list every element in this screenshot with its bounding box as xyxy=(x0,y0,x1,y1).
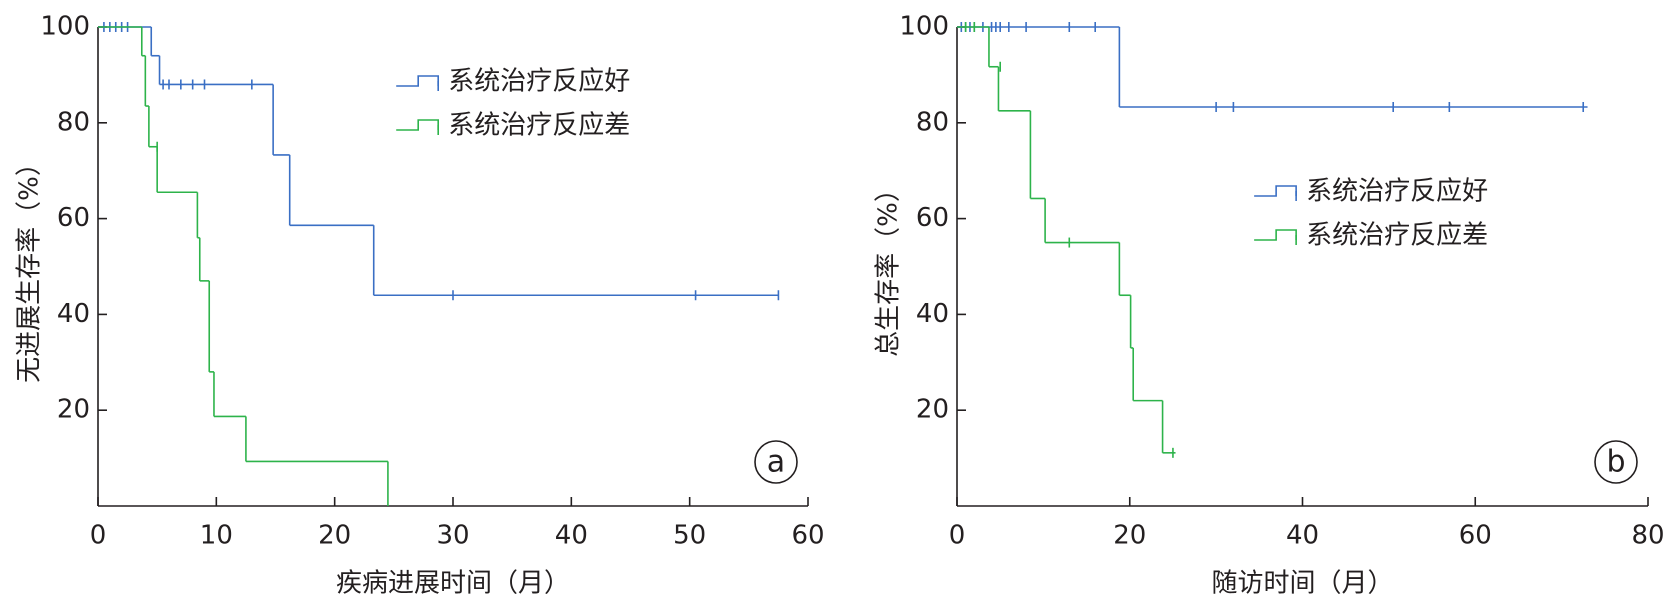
legend-label: 系统治疗反应差 xyxy=(448,111,630,141)
legend-swatch xyxy=(1254,185,1297,197)
y-tick-label: 60 xyxy=(57,203,90,233)
x-tick-label: 60 xyxy=(791,521,824,551)
legend-label: 系统治疗反应差 xyxy=(1306,221,1488,251)
y-tick-label: 80 xyxy=(916,107,949,137)
x-tick-label: 30 xyxy=(436,521,469,551)
legend-swatch xyxy=(396,119,439,131)
y-tick-label: 60 xyxy=(916,203,949,233)
legend-label: 系统治疗反应好 xyxy=(1306,177,1488,207)
x-axis-label: 随访时间（月） xyxy=(1211,569,1393,599)
x-tick-label: 20 xyxy=(318,521,351,551)
y-axis-label: 总生存率（%） xyxy=(874,176,904,357)
panel-label: a xyxy=(767,445,785,480)
y-tick-label: 20 xyxy=(916,395,949,425)
y-tick-label: 100 xyxy=(899,12,949,42)
legend-swatch xyxy=(1254,229,1297,241)
panel-label: b xyxy=(1606,445,1625,480)
chart-panel: 0 20 40 60 80 20 40 60 80 100 随访时间（月） 总生存率（%） b 系统治疗反… xyxy=(874,12,1665,599)
x-tick-label: 10 xyxy=(200,521,233,551)
x-tick-label: 0 xyxy=(90,521,107,551)
x-tick-label: 60 xyxy=(1459,521,1492,551)
y-tick-label: 40 xyxy=(916,299,949,329)
x-axis-label: 疾病进展时间（月） xyxy=(336,569,570,599)
y-tick-label: 40 xyxy=(57,299,90,329)
panel-badge xyxy=(754,440,798,484)
y-axis-label: 无进展生存率（%） xyxy=(15,150,45,383)
x-tick-label: 50 xyxy=(673,521,706,551)
chart-panel: 0 10 20 30 40 50 60 20 40 60 80 100 疾病进展时间（月） 无进展生存率（… xyxy=(15,12,825,599)
y-tick-label: 20 xyxy=(57,395,90,425)
x-tick-label: 40 xyxy=(555,521,588,551)
legend-swatch xyxy=(396,75,439,87)
x-tick-label: 0 xyxy=(949,521,966,551)
panel-badge xyxy=(1594,440,1638,484)
y-tick-label: 100 xyxy=(40,12,90,42)
legend-label: 系统治疗反应好 xyxy=(448,67,630,97)
x-tick-label: 40 xyxy=(1286,521,1319,551)
y-tick-label: 80 xyxy=(57,107,90,137)
x-tick-label: 80 xyxy=(1631,521,1664,551)
x-tick-label: 20 xyxy=(1113,521,1146,551)
